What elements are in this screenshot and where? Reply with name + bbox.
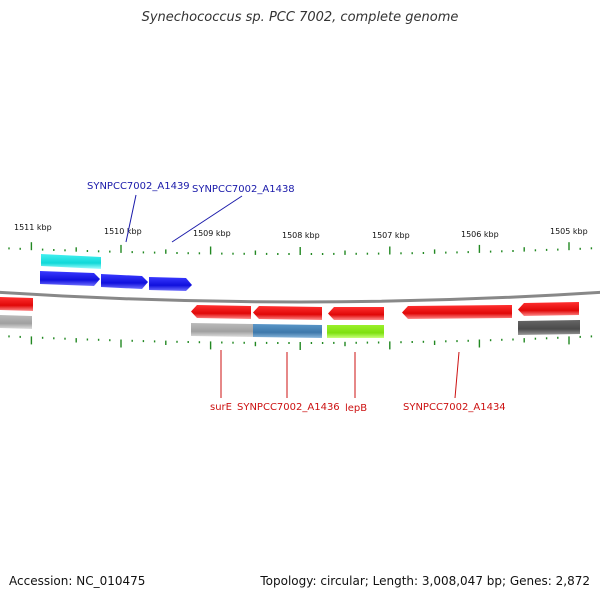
label-leaders <box>125 194 460 399</box>
scale-labels: 1511 kbp 1510 kbp 1509 kbp 1508 kbp 1507… <box>14 223 588 240</box>
gene-feature-lime[interactable] <box>327 325 384 338</box>
forward-strand-features <box>40 254 192 291</box>
tick-1509-kbp: 1509 kbp <box>193 229 231 238</box>
tick-1510-kbp: 1510 kbp <box>104 227 142 236</box>
label-surE[interactable]: surE <box>210 402 232 413</box>
tick-1507-kbp: 1507 kbp <box>372 231 410 240</box>
genome-stats-label: Topology: circular; Length: 3,008,047 bp… <box>260 574 590 588</box>
label-SYNPCC7002_A1436[interactable]: SYNPCC7002_A1436 <box>237 402 340 413</box>
gene-lepB[interactable] <box>328 307 384 320</box>
label-SYNPCC7002_A1438[interactable]: SYNPCC7002_A1438 <box>192 184 295 195</box>
scale-ticks-inner <box>8 335 593 350</box>
leader-a1439 <box>125 194 137 243</box>
gene-feature-darkgray[interactable] <box>518 320 580 335</box>
leader-a1434 <box>454 351 460 399</box>
gene-SYNPCC7002_A1439[interactable] <box>40 271 100 286</box>
page-title: Synechococcus sp. PCC 7002, complete gen… <box>141 10 459 25</box>
gene-SYNPCC7002_A1436[interactable] <box>253 306 322 320</box>
tick-1506-kbp: 1506 kbp <box>461 230 499 239</box>
gene-surE[interactable] <box>191 305 251 319</box>
gene-left-edge-red[interactable] <box>0 297 33 311</box>
gene-SYNPCC7002_A1438[interactable] <box>149 277 192 291</box>
gene-right-red[interactable] <box>518 302 579 316</box>
gene-feature-steelblue[interactable] <box>253 324 322 338</box>
tick-1508-kbp: 1508 kbp <box>282 231 320 240</box>
accession-label: Accession: NC_010475 <box>9 574 146 588</box>
leader-a1438 <box>171 195 243 243</box>
gene-labels: SYNPCC7002_A1439 SYNPCC7002_A1438 surE S… <box>87 181 506 414</box>
label-SYNPCC7002_A1434[interactable]: SYNPCC7002_A1434 <box>403 402 506 413</box>
gene-SYNPCC7002_A1438-left[interactable] <box>101 274 148 289</box>
genome-backbone <box>0 290 600 304</box>
gene-feature-gray[interactable] <box>191 323 253 337</box>
label-SYNPCC7002_A1439[interactable]: SYNPCC7002_A1439 <box>87 181 190 192</box>
scale-ticks-outer <box>8 242 593 255</box>
gene-feature-cyan[interactable] <box>41 254 101 269</box>
label-lepB[interactable]: lepB <box>345 403 367 414</box>
tick-1511-kbp: 1511 kbp <box>14 223 52 232</box>
gene-SYNPCC7002_A1434[interactable] <box>402 305 512 319</box>
tick-1505-kbp: 1505 kbp <box>550 227 588 236</box>
gene-left-edge-gray[interactable] <box>0 315 32 329</box>
reverse-strand-features <box>0 297 580 338</box>
